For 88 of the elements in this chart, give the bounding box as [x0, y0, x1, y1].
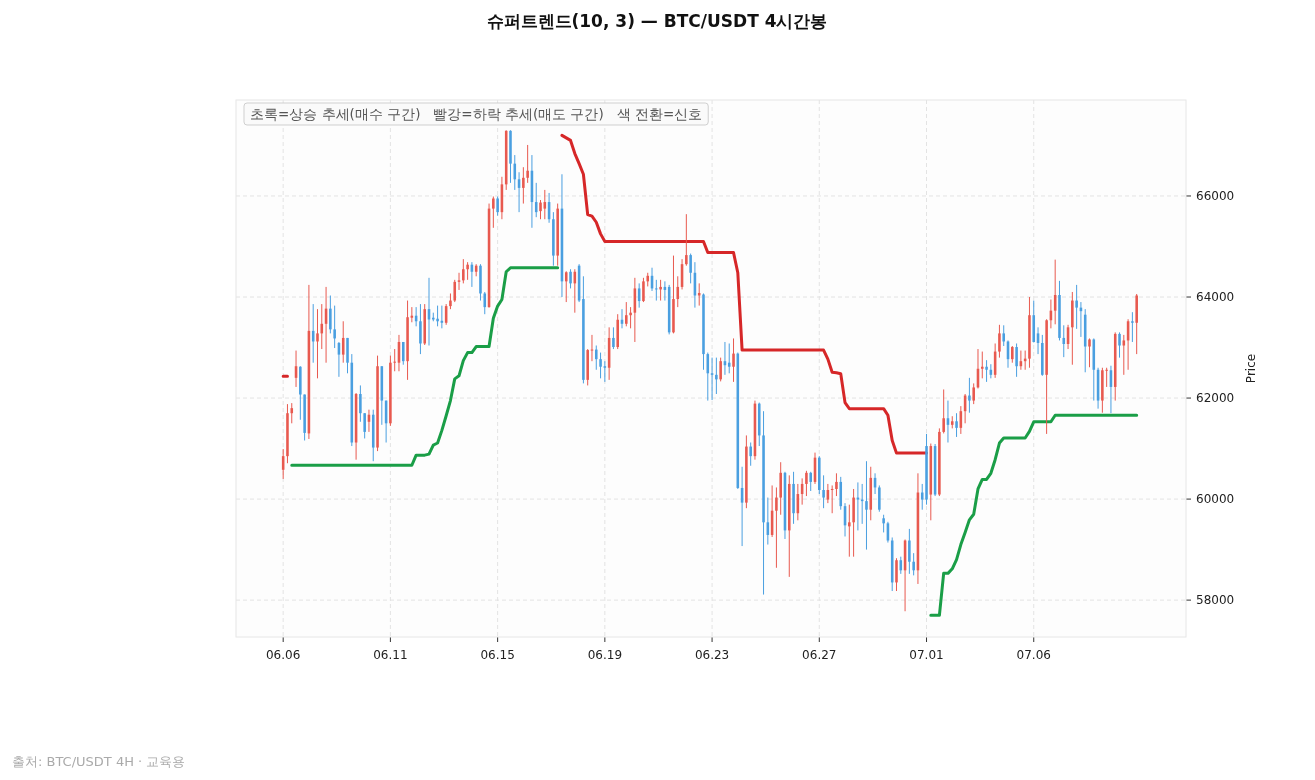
candlestick — [1122, 334, 1126, 376]
candlestick — [492, 195, 495, 229]
candlestick — [419, 303, 422, 355]
candlestick — [972, 382, 975, 405]
candlestick — [775, 486, 778, 569]
candlestick — [912, 552, 915, 576]
x-tick-label: 06.19 — [587, 648, 623, 662]
candlestick — [316, 308, 319, 379]
candlestick — [697, 282, 701, 307]
candlestick — [564, 270, 568, 303]
annotation: 초록=상승 추세(매수 구간) 빨강=하락 추세(매도 구간) 색 전환=신호 — [250, 106, 703, 122]
candlestick — [522, 166, 525, 205]
candlestick — [341, 320, 345, 364]
candlestick — [980, 351, 984, 379]
candlestick — [732, 337, 735, 383]
candlestick — [457, 272, 461, 291]
candlestick — [625, 301, 628, 327]
candlestick — [689, 253, 692, 284]
candlestick — [359, 384, 362, 423]
x-tick-label: 06.06 — [266, 648, 301, 662]
candlestick — [320, 303, 324, 350]
candlestick — [462, 258, 465, 284]
y-tick-label: 66000 — [1196, 188, 1235, 203]
candlestick — [496, 195, 499, 217]
candlestick — [706, 352, 710, 402]
candlestick — [659, 279, 662, 302]
y-tick-label: 64000 — [1196, 290, 1235, 305]
candlestick — [569, 268, 572, 289]
y-tick-label: 62000 — [1196, 391, 1235, 406]
candlestick — [1015, 342, 1018, 378]
candlestick — [1062, 324, 1066, 358]
x-tick-label: 06.23 — [694, 648, 730, 662]
candlestick — [715, 357, 718, 395]
candlestick — [526, 144, 529, 184]
x-tick-label: 07.01 — [909, 648, 944, 662]
candlestick — [848, 504, 851, 558]
candlestick — [513, 154, 517, 191]
candlestick — [642, 277, 645, 303]
y-tick-label: 58000 — [1196, 593, 1235, 608]
candlestick — [676, 275, 680, 308]
candlestick — [1075, 284, 1078, 330]
candlestick — [534, 182, 538, 218]
candlestick — [603, 360, 607, 383]
x-tick-label: 06.15 — [480, 648, 515, 662]
candlestick — [968, 377, 971, 414]
candlestick — [908, 528, 911, 575]
candlestick — [612, 326, 615, 350]
candlestick — [809, 471, 812, 492]
candlestick — [955, 412, 958, 438]
candlestick — [805, 470, 808, 497]
candlestick — [710, 357, 714, 401]
candlestick — [865, 460, 868, 551]
candlestick — [363, 412, 366, 439]
candlestick — [599, 352, 602, 379]
x-tick-label: 06.11 — [373, 648, 408, 662]
candlestick — [685, 213, 688, 267]
candlestick — [329, 295, 332, 334]
candlestick — [393, 348, 396, 372]
chart-title: 슈퍼트렌드(10, 3) — BTC/USDT 4시간봉 — [486, 11, 828, 31]
y-axis-title: Price — [1244, 353, 1258, 384]
x-tick-label: 06.27 — [802, 648, 837, 662]
candlestick — [483, 291, 487, 315]
candlestick — [539, 199, 542, 220]
candlestick — [998, 324, 1001, 359]
candlestick — [985, 359, 988, 383]
candlestick — [727, 342, 731, 374]
candlestick — [822, 474, 825, 509]
candlestick — [895, 557, 898, 592]
candlestick — [655, 279, 658, 302]
candlestick — [835, 472, 838, 497]
candlestick — [629, 306, 632, 329]
source-note: 출처: BTC/USDT 4H · 교육용 — [12, 754, 186, 769]
y-tick-label: 60000 — [1196, 492, 1235, 507]
note: 초록=상승 추세(매수 구간) 빨강=하락 추세(매도 구간) 색 전환=신호 — [243, 102, 709, 126]
candlestick — [878, 484, 881, 513]
candlestick — [1131, 311, 1134, 343]
candlestick — [1088, 337, 1091, 368]
candlestick — [1002, 324, 1005, 347]
candlestick — [290, 402, 294, 424]
candlestick — [333, 305, 336, 349]
candlestick — [453, 279, 457, 303]
candlestick — [1118, 331, 1121, 359]
candlestick — [436, 305, 439, 327]
x-tick-label: 07.06 — [1016, 648, 1051, 662]
candlestick — [942, 388, 945, 434]
candlestick — [749, 442, 752, 467]
candlestick — [594, 345, 598, 371]
candlestick — [719, 357, 722, 382]
